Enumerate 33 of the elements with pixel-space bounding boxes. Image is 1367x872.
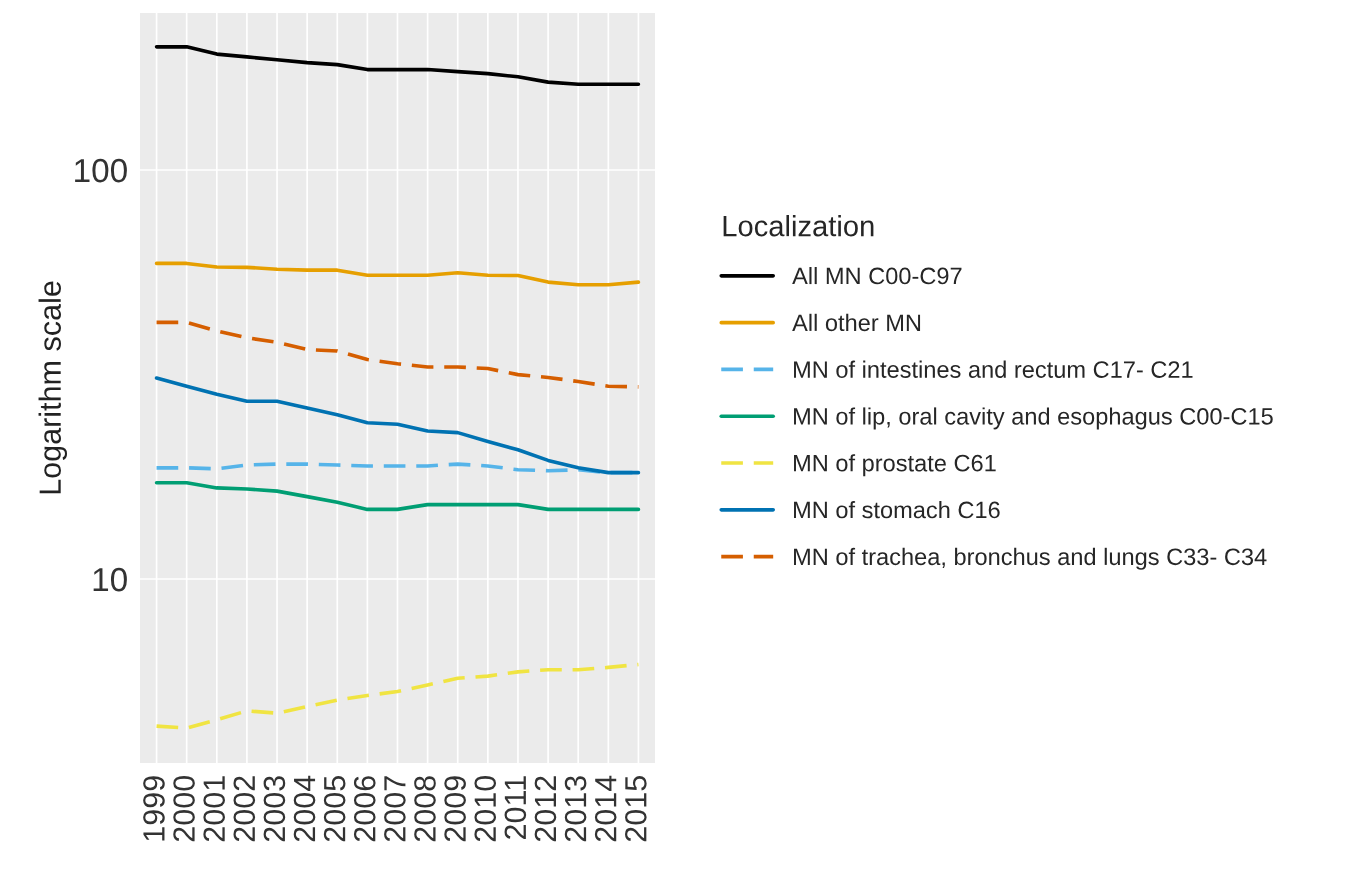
x-tick-label: 2010 (474, 775, 497, 842)
x-tick-label: 2001 (203, 776, 225, 842)
x-tick-label: 2006 (353, 776, 376, 842)
legend-label: All MN C00-C97 (792, 266, 962, 285)
x-tick-label: 2009 (444, 776, 466, 842)
x-tick-label: 2005 (323, 776, 346, 842)
x-tick-label: 2008 (414, 776, 436, 842)
x-tick-label: 1999 (143, 776, 165, 841)
y-axis-title: Logarithm scale (38, 281, 68, 494)
legend-label: MN of intestines and rectum C17- C21 (794, 360, 1193, 378)
line-series (154, 45, 641, 87)
y-tick-label: 10 (93, 567, 127, 592)
line-series (154, 261, 641, 287)
legend-label: MN of prostate C61 (794, 454, 996, 477)
x-tick-label: 2011 (504, 776, 527, 839)
legend-label: MN of lip, oral cavity and esophagus C00-C15 (794, 407, 1273, 430)
x-tick-label: 2014 (594, 775, 617, 842)
x-tick-label: 2002 (233, 776, 256, 842)
y-tick-label: 100 (75, 158, 127, 183)
x-tick-label: 2004 (293, 775, 316, 842)
legend-label: MN of stomach C16 (794, 500, 1000, 519)
x-tick-label: 2013 (564, 776, 587, 842)
legend-title: Localization (723, 215, 874, 237)
legend-label: MN of trachea, bronchus and lungs C33- C34 (794, 547, 1267, 570)
legend-label: All other MN (792, 313, 921, 332)
line-series (154, 480, 641, 512)
x-tick-label: 2012 (534, 776, 557, 842)
x-tick-label: 2015 (625, 776, 647, 842)
line-series (154, 376, 641, 475)
x-tick-label: 2007 (384, 776, 406, 842)
x-tick-label: 2000 (173, 775, 195, 842)
x-tick-label: 2003 (263, 776, 286, 842)
line-series (154, 662, 641, 730)
